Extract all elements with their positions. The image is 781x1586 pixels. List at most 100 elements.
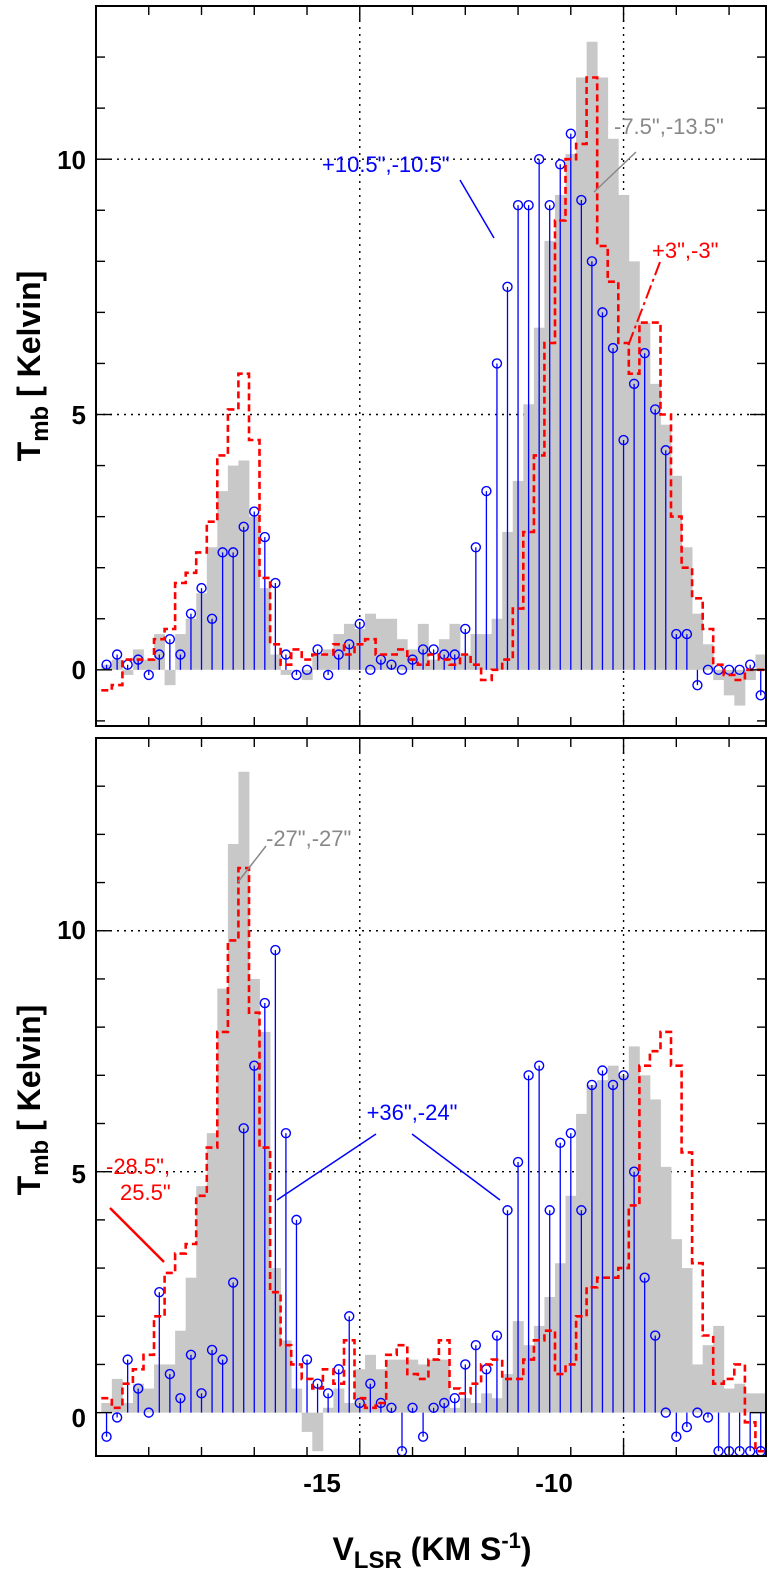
bottom-gray-bar [755,1393,767,1413]
top-blue-point [470,542,482,553]
top-blue-point [238,521,249,533]
top-red-dashed-line [101,76,766,692]
bottom-gray-bar [227,844,239,1413]
top-blue-point [449,649,460,660]
bottom-blue-point [291,1214,302,1226]
top-gray-bar [702,644,714,670]
bottom-blue-point [175,1392,186,1404]
bottom-gray-bar [713,1325,725,1413]
top-red-spectrum [101,76,766,692]
bottom-blue-point [565,1127,577,1139]
top-blue-point [175,649,186,660]
bottom-red-spectrum [101,866,766,1453]
top-gray-annotation-leader [593,151,637,193]
bottom-gray-bar [206,1133,218,1413]
bottom-gray-bar [734,1383,746,1413]
top-ytick-label-0: 0 [72,655,86,685]
top-gray-bar [122,669,134,675]
top-gray-bar [734,669,746,706]
top-blue-point [417,644,429,655]
top-gray-bar [333,634,345,670]
bottom-blue-point [533,1060,545,1071]
bottom-blue-point [312,1378,323,1389]
bottom-blue-point [217,1354,228,1365]
bottom-red-annotation-leader [109,1207,165,1263]
top-gray-bar [671,475,682,670]
top-blue-point [227,547,239,558]
top-blue-point [312,644,323,655]
bottom-gray-bar [723,1388,735,1413]
top-gray-bar [417,623,429,670]
top-ytick-label-10: 10 [57,145,86,175]
bottom-blue-point [660,1407,671,1418]
top-gray-bar [755,654,767,670]
top-gray-bar [386,618,398,670]
top-blue-point [217,547,228,558]
top-blue-point [111,649,123,660]
top-blue-point [386,659,397,670]
bottom-blue-point [164,1368,176,1380]
bottom-blue-point [133,1383,144,1394]
top-ytick-label-5: 5 [72,400,86,430]
bottom-gray-bar [660,1166,672,1413]
top-blue-point [301,664,313,676]
bottom-blue-point [607,1079,619,1091]
top-blue-point [597,307,608,318]
bottom-blue-point [449,1392,460,1404]
top-blue-point [681,628,693,640]
top-gray-bar [365,613,377,670]
bottom-gray-bar [386,1359,398,1413]
top-blue-point [618,434,629,446]
bottom-blue-point [639,1272,650,1283]
top-blue-point [396,664,408,676]
bottom-blue-point [206,1344,218,1356]
bottom-blue-point [143,1407,154,1418]
bottom-ytick-label-0: 0 [72,1403,86,1433]
bottom-gray-bar [175,1330,187,1413]
bottom-gray-bar [312,1412,324,1452]
bottom-red-annotation-line2: 25.5" [120,1180,171,1205]
top-blue-point [576,194,587,206]
top-blue-point [491,358,503,369]
bottom-panel: 10 5 0 -15 -10 Tmb [ Kelvin] VLSR (KM S-… [11,737,767,1574]
bottom-blue-point [544,1205,555,1216]
bottom-gray-bar [702,1345,714,1413]
bottom-gray-annotation: -27",-27" [266,826,351,851]
bottom-gray-bar [649,1099,661,1413]
top-y-axis-label: Tmb [ Kelvin] [11,271,54,462]
bottom-blue-point [671,1431,682,1442]
bottom-blue-point [650,1330,661,1341]
top-blue-point [291,669,302,681]
top-gray-bar [175,634,187,670]
bottom-blue-point [365,1378,376,1389]
bottom-y-axis-label: Tmb [ Kelvin] [11,1005,54,1196]
top-blue-point [533,153,545,165]
top-gray-bar [280,669,292,675]
bottom-blue-point [618,1070,629,1081]
bottom-gray-bar [375,1369,387,1413]
bottom-gray-bar [396,1359,408,1413]
bottom-blue-point [681,1421,693,1433]
bottom-blue-point [185,1349,197,1361]
xtick-label-minus-10: -10 [535,1468,573,1498]
top-blue-point [365,664,376,676]
x-axis-label: VLSR (KM S-1) [332,1528,531,1574]
bottom-blue-point [417,1431,429,1442]
bottom-gray-bar [407,1359,419,1413]
top-gray-bar [164,669,176,686]
top-gray-bar [681,547,693,670]
top-blue-point [544,199,555,211]
top-blue-point [586,256,598,267]
bottom-blue-point [502,1205,513,1216]
bottom-gray-bar [111,1378,123,1413]
bottom-blue-point [407,1402,418,1414]
bottom-gray-bar [692,1364,704,1413]
bottom-blue-point [227,1277,239,1288]
top-blue-point [428,644,439,655]
bottom-gray-bar [238,771,250,1413]
bottom-gray-bar [438,1359,450,1413]
bottom-blue-annotation: +36",-24" [367,1100,458,1125]
bottom-plot-frame [95,737,767,1457]
top-blue-spectrum [101,128,766,701]
